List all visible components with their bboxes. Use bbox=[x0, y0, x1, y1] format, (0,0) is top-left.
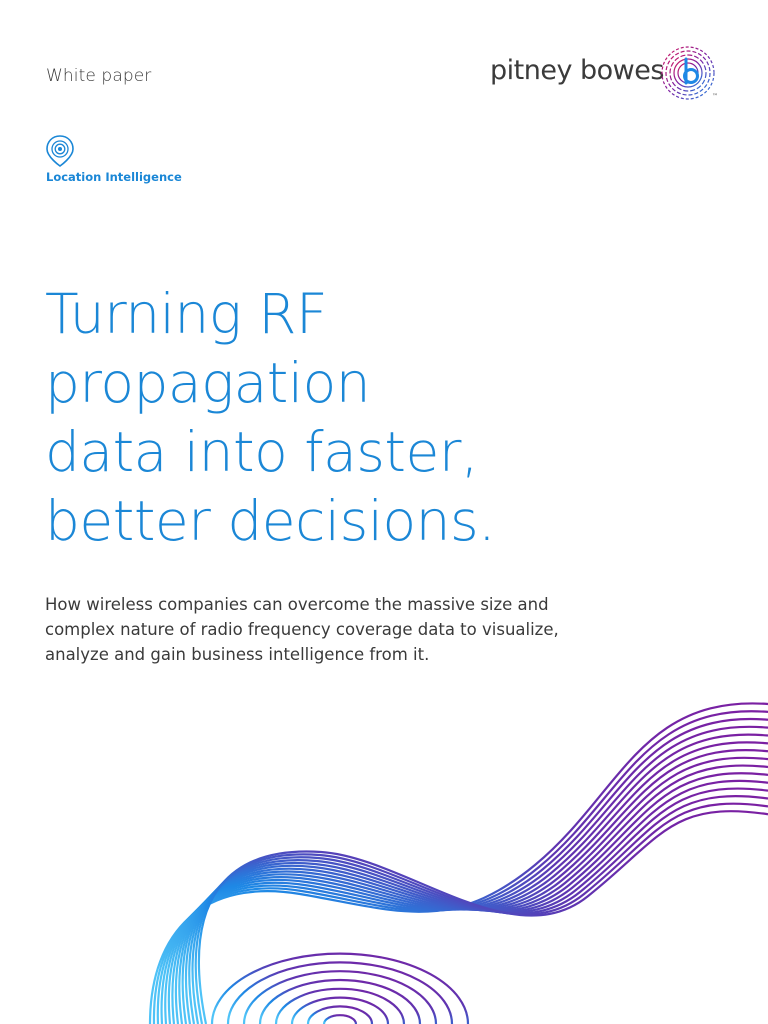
intro-line: complex nature of radio frequency covera… bbox=[45, 620, 559, 639]
wave-line bbox=[178, 764, 768, 1024]
title-line: better decisions. bbox=[45, 489, 496, 553]
wave-line bbox=[171, 749, 768, 1024]
brand-wordmark: pitney bowes bbox=[490, 55, 664, 86]
intro-line: How wireless companies can overcome the … bbox=[45, 595, 549, 614]
wave-ring bbox=[242, 970, 438, 1024]
wave-ring bbox=[322, 1014, 358, 1024]
document-type-label: White paper bbox=[46, 66, 152, 86]
wave-ring bbox=[258, 978, 422, 1024]
category-label: Location Intelligence bbox=[46, 170, 182, 184]
wave-lines-graphic bbox=[148, 702, 768, 1024]
wave-ring bbox=[226, 961, 454, 1024]
wave-line bbox=[197, 810, 768, 1024]
intro-line: analyze and gain business intelligence f… bbox=[45, 645, 430, 664]
wave-ring bbox=[274, 987, 406, 1024]
wave-ring bbox=[306, 1005, 374, 1024]
location-pin-icon bbox=[46, 135, 74, 167]
title-line: propagation bbox=[45, 351, 371, 415]
page-title: Turning RF propagation data into faster,… bbox=[45, 280, 496, 556]
intro-paragraph: How wireless companies can overcome the … bbox=[45, 592, 735, 667]
pitney-bowes-logo-icon bbox=[661, 46, 715, 100]
trademark-symbol: ™ bbox=[712, 93, 718, 100]
wave-ring bbox=[210, 952, 470, 1024]
brand-logo: pitney bowes ™ bbox=[490, 45, 730, 107]
wave-line bbox=[194, 802, 768, 1024]
wave-ring bbox=[290, 996, 390, 1024]
title-line: Turning RF bbox=[45, 282, 328, 346]
title-line: data into faster, bbox=[45, 420, 478, 484]
